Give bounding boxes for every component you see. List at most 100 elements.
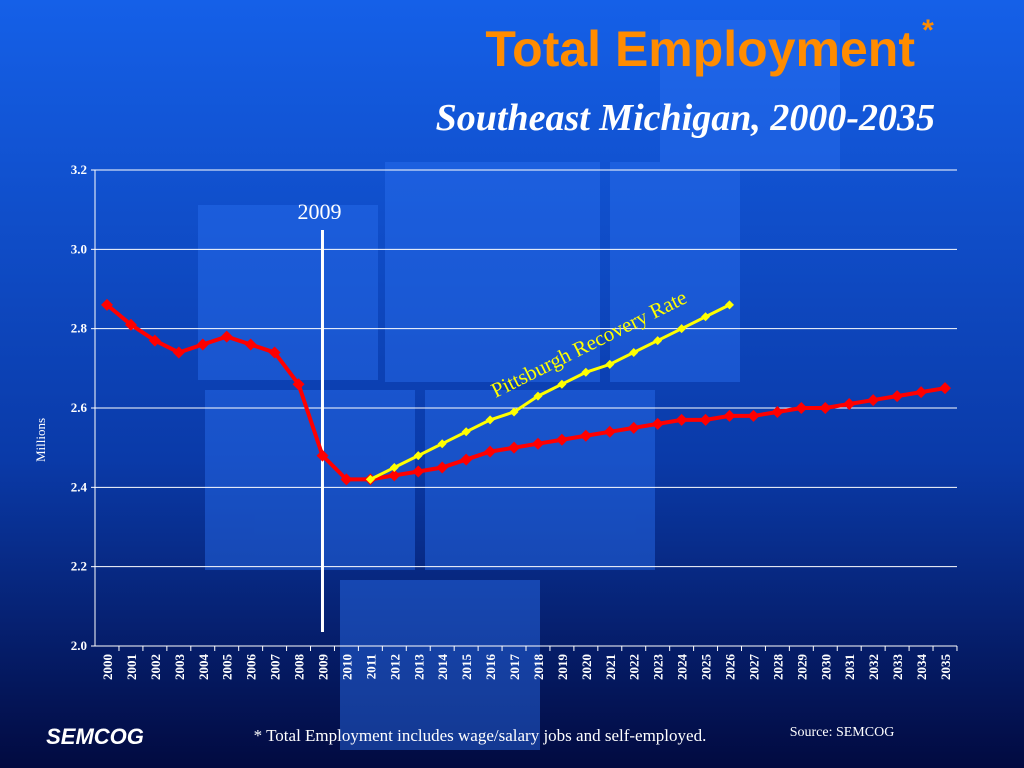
x-tick-label: 2004 [196,654,211,681]
x-tick-label: 2026 [723,654,738,681]
data-point [484,445,497,458]
data-point [508,441,521,454]
data-point [124,318,137,331]
x-tick-label: 2011 [363,654,378,679]
data-point [244,338,257,351]
x-tick-label: 2012 [387,654,402,680]
data-point [723,409,736,422]
x-tick-label: 2029 [794,654,809,681]
data-point [460,453,473,466]
data-point [675,413,688,426]
x-tick-label: 2024 [675,654,690,681]
x-tick-label: 2002 [148,654,163,680]
data-point [795,402,808,414]
data-point [747,409,760,422]
x-tick-label: 2022 [627,654,642,680]
x-tick-label: 2032 [866,654,881,680]
data-point [101,298,113,311]
x-tick-label: 2007 [268,654,283,681]
y-tick-label: 2.8 [71,321,88,336]
data-point [436,461,449,474]
data-point [581,367,591,377]
x-tick-label: 2030 [818,654,833,680]
data-point [196,338,209,351]
data-point [148,334,161,347]
data-point [437,439,447,449]
y-tick-label: 2.0 [71,638,87,653]
data-point [340,473,353,486]
y-tick-label: 2.2 [71,559,87,574]
data-point [651,417,664,430]
data-point [605,359,615,369]
data-point [603,425,616,438]
data-point [555,433,568,446]
data-point [413,451,423,461]
title-mark: * [922,14,934,47]
data-point [579,429,592,442]
y-tick-label: 2.4 [71,479,88,494]
x-tick-label: 2021 [603,654,618,680]
data-point [725,300,735,310]
data-point [677,324,687,334]
data-point [939,382,951,395]
y-tick-label: 2.6 [71,400,88,415]
x-tick-label: 2010 [339,654,354,680]
x-tick-label: 2023 [651,654,666,681]
data-point [388,469,401,482]
data-point [771,405,784,418]
footnote: * Total Employment includes wage/salary … [254,726,707,745]
y-tick-label: 3.0 [71,241,87,256]
data-point [412,465,425,478]
data-point [701,312,711,322]
chart-subtitle: Southeast Michigan, 2000-2035 [436,97,935,139]
data-point [172,346,185,359]
data-point [389,463,399,472]
data-point [843,398,856,411]
data-point [292,378,305,391]
x-tick-label: 2025 [699,654,714,681]
data-point [819,402,832,414]
x-tick-label: 2017 [507,654,522,681]
x-tick-label: 2015 [459,654,474,681]
data-point [891,390,904,403]
x-tick-label: 2016 [483,654,498,681]
x-tick-label: 2009 [315,654,330,681]
x-tick-label: 2014 [435,654,450,681]
data-point [531,437,544,450]
data-point [915,386,928,399]
data-point [629,347,639,357]
data-point [653,336,663,346]
data-point [220,330,233,343]
annotation: 2009 [297,199,341,224]
data-point [699,413,712,426]
x-tick-label: 2006 [244,654,259,681]
data-point [316,449,329,462]
y-tick-label: 3.2 [71,162,87,177]
x-tick-label: 2008 [292,654,307,681]
data-point [268,346,281,359]
x-tick-label: 2031 [842,654,857,680]
source: Source: SEMCOG [790,725,895,740]
data-point [627,421,640,434]
data-point [461,427,471,437]
x-tick-label: 2005 [220,654,235,681]
data-point [557,379,567,389]
chart-title: Total Employment [485,21,915,77]
data-point [485,415,495,425]
x-tick-label: 2035 [938,654,953,681]
map-silhouette [198,20,840,750]
x-tick-label: 2003 [172,654,187,681]
x-tick-label: 2018 [531,654,546,681]
data-point [867,394,880,407]
x-tick-label: 2034 [914,654,929,681]
data-point [533,391,543,401]
data-point [365,474,375,484]
x-tick-label: 2013 [411,654,426,681]
x-tick-label: 2000 [100,654,115,680]
data-point [509,407,519,417]
series-line [369,303,731,481]
x-tick-label: 2027 [746,654,761,681]
logo: SEMCOG [46,724,144,749]
